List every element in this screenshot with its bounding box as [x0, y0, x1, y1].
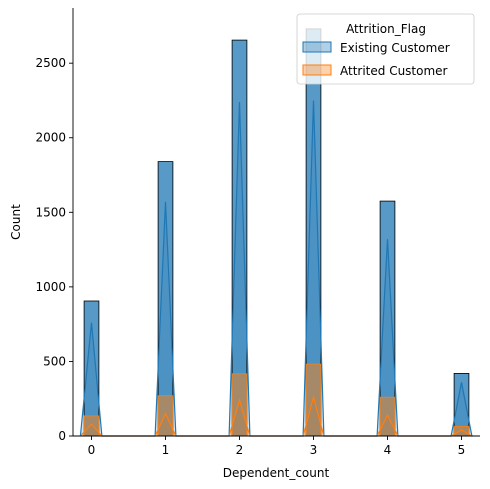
y-tick-label-500: 500 — [43, 354, 66, 368]
y-tick-label-2500: 2500 — [35, 56, 66, 70]
kde-area-existing — [80, 100, 473, 436]
x-tick-label-1: 1 — [162, 443, 170, 457]
x-axis-label: Dependent_count — [223, 466, 330, 480]
x-tick-label-0: 0 — [88, 443, 96, 457]
legend-title: Attrition_Flag — [346, 22, 426, 36]
axes-layer — [72, 8, 480, 437]
bars-layer — [83, 28, 470, 437]
x-tick-label-2: 2 — [236, 443, 244, 457]
kde-line-existing — [79, 100, 473, 437]
x-tick-label-4: 4 — [384, 443, 392, 457]
bar-attrited-4 — [379, 396, 396, 437]
x-tick-label-3: 3 — [310, 443, 318, 457]
bar-attrited-5 — [453, 426, 470, 437]
kde-line-attrited — [79, 394, 473, 437]
y-tick-label-1000: 1000 — [35, 280, 66, 294]
bar-attrited-3 — [305, 363, 322, 437]
bar-attrited-0 — [83, 415, 100, 437]
y-axis-label: Count — [9, 204, 23, 240]
kde-layer — [80, 100, 473, 436]
legend: Attrition_Flag Existing Customer Attrite… — [296, 13, 475, 85]
legend-frame — [296, 13, 475, 85]
x-tick-label-5: 5 — [458, 443, 466, 457]
legend-swatch-existing — [302, 41, 332, 53]
bar-attrited-1 — [157, 395, 174, 437]
legend-label-existing: Existing Customer — [340, 41, 450, 55]
kde-line-layer — [79, 100, 473, 437]
bar-attrited-2 — [231, 373, 248, 437]
kde-area-attrited — [80, 397, 473, 436]
legend-label-attrited: Attrited Customer — [340, 64, 448, 78]
y-tick-label-2000: 2000 — [35, 131, 66, 145]
ticks-layer: 0 1 2 3 4 5 0 500 1000 1500 2000 2500 — [35, 56, 465, 457]
legend-swatch-attrited — [302, 64, 332, 76]
y-tick-label-1500: 1500 — [35, 205, 66, 219]
y-tick-label-0: 0 — [58, 429, 66, 443]
